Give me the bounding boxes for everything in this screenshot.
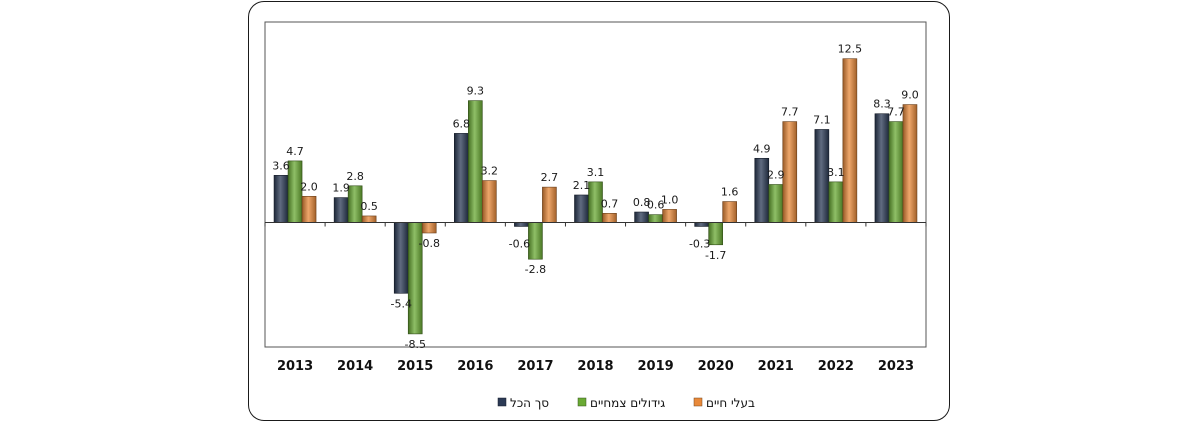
data-label: -1.7	[705, 249, 726, 262]
data-label: -0.8	[418, 237, 439, 250]
year-label-2021: 2021	[758, 359, 794, 374]
data-label: -5.4	[390, 297, 411, 310]
data-label: 6.8	[453, 117, 471, 130]
bar-2013-series-0	[273, 175, 289, 223]
year-label-2014: 2014	[337, 359, 373, 374]
year-label-2023: 2023	[878, 359, 914, 374]
data-label: 3.6	[272, 159, 290, 172]
year-label-2015: 2015	[397, 359, 433, 374]
data-label: 0.5	[360, 200, 378, 213]
data-label: 2.7	[541, 171, 559, 184]
bar-2023-series-1	[888, 121, 904, 223]
data-label: 1.9	[332, 182, 350, 195]
bar-2017-series-0	[514, 222, 529, 227]
bar-2020-series-1	[708, 222, 723, 246]
legend-label-0: סך הכל	[510, 396, 549, 410]
bar-2020-series-0	[694, 222, 709, 227]
bar-2021-series-2	[782, 121, 798, 223]
year-label-2013: 2013	[277, 359, 313, 374]
year-label-2022: 2022	[818, 359, 854, 374]
bar-2017-series-2	[542, 186, 557, 223]
bar-2021-series-1	[768, 184, 784, 223]
bar-2016-series-0	[454, 133, 469, 223]
bar-2016-series-2	[482, 180, 497, 223]
data-label: 2.9	[767, 169, 785, 182]
data-label: 0.8	[633, 196, 651, 209]
bar-2014-series-2	[361, 215, 377, 223]
year-label-2016: 2016	[457, 359, 493, 374]
data-label: 2.0	[300, 180, 318, 193]
bar-2022-series-2	[842, 58, 858, 223]
data-label: 4.7	[286, 145, 304, 158]
bar-2019-series-2	[662, 209, 677, 223]
legend-label-1: גידולים צמחיים	[590, 396, 665, 410]
legend: סך הכל גידולים צמחיים בעלי חיים	[497, 396, 755, 410]
data-label: 2.8	[346, 170, 364, 183]
data-label: 3.1	[587, 166, 605, 179]
bar-2016-series-1	[468, 100, 483, 223]
data-label: -2.8	[525, 263, 546, 276]
data-label: 0.6	[647, 199, 665, 212]
data-label: 9.0	[901, 89, 919, 102]
data-label: 4.9	[753, 142, 771, 155]
data-label: 3.1	[827, 166, 845, 179]
legend-label-2: בעלי חיים	[706, 396, 755, 410]
legend-swatch-2	[693, 397, 703, 407]
bar-2020-series-2	[722, 201, 737, 223]
bar-2022-series-1	[828, 181, 844, 223]
bar-2013-series-2	[301, 195, 317, 223]
legend-swatch-0	[497, 397, 507, 407]
data-label: 12.5	[838, 43, 863, 56]
year-label-2017: 2017	[517, 359, 553, 374]
year-label-2018: 2018	[577, 359, 613, 374]
bar-2023-series-2	[902, 104, 918, 223]
legend-swatch-1	[577, 397, 587, 407]
bar-2014-series-0	[333, 197, 349, 223]
data-label-extra: -0.3	[689, 238, 710, 251]
data-label: 7.7	[887, 106, 905, 119]
data-label: 9.3	[467, 85, 485, 98]
bar-2023-series-0	[874, 113, 890, 223]
year-label-2019: 2019	[637, 359, 673, 374]
bar-2015-series-2	[421, 222, 437, 234]
bar-2018-series-0	[574, 194, 589, 223]
data-label: 8.3	[873, 98, 891, 111]
bar-2018-series-2	[602, 213, 617, 223]
bar-2019-series-0	[634, 211, 649, 223]
data-label: 7.1	[813, 113, 831, 126]
data-label: -8.5	[404, 338, 425, 351]
data-label: 1.6	[721, 186, 739, 199]
bar-2017-series-1	[528, 222, 543, 260]
bar-2019-series-1	[648, 214, 663, 223]
data-label: 1.0	[661, 193, 679, 206]
data-label-extra: -0.6	[509, 238, 530, 251]
bar-2015-series-0	[393, 222, 409, 294]
data-label: 0.7	[601, 197, 619, 210]
year-label-2020: 2020	[698, 359, 734, 374]
data-label: 2.1	[573, 179, 591, 192]
data-label: 3.2	[481, 165, 499, 178]
data-label: 7.7	[781, 106, 799, 119]
